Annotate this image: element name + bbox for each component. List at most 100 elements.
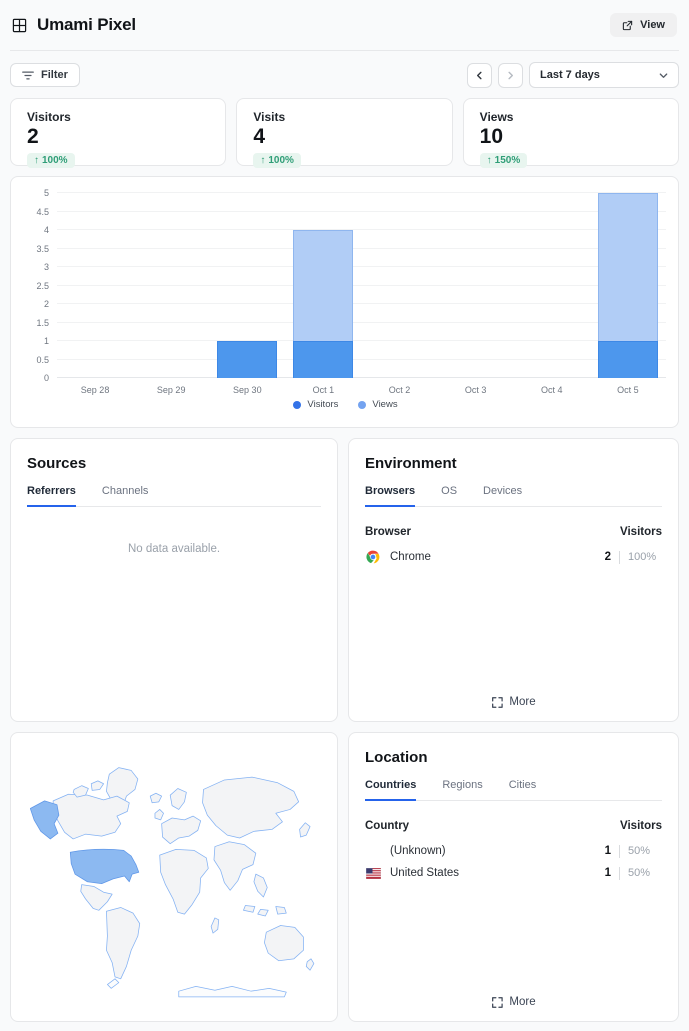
tab-cities[interactable]: Cities bbox=[508, 779, 537, 791]
icon-placeholder bbox=[365, 845, 381, 857]
x-axis-tick: Sep 30 bbox=[233, 385, 262, 395]
legend-item-views[interactable]: Views bbox=[358, 399, 398, 410]
gridline bbox=[57, 192, 666, 193]
gridline bbox=[57, 266, 666, 267]
tab-channels[interactable]: Channels bbox=[101, 485, 149, 497]
environment-more-button[interactable]: More bbox=[491, 696, 536, 708]
page-title: Umami Pixel bbox=[37, 15, 136, 34]
legend-item-visitors[interactable]: Visitors bbox=[293, 399, 338, 410]
y-axis-tick: 0 bbox=[43, 373, 49, 383]
x-axis-tick: Oct 1 bbox=[312, 385, 335, 395]
date-controls: Last 7 days bbox=[467, 62, 679, 88]
row-percent: 100% bbox=[628, 551, 657, 563]
filter-button[interactable]: Filter bbox=[10, 63, 80, 87]
location-more-button[interactable]: More bbox=[491, 996, 536, 1008]
row-percent: 50% bbox=[628, 867, 651, 879]
stats-row: Visitors 2 ↑ 100% Visits 4 ↑ 100% Views 10… bbox=[10, 98, 679, 169]
stat-label: Visitors bbox=[27, 110, 71, 124]
environment-tabs: Browsers OS Devices bbox=[365, 485, 662, 507]
sources-title: Sources bbox=[27, 455, 87, 472]
y-axis-tick: 3.5 bbox=[36, 243, 49, 254]
more-label: More bbox=[509, 696, 536, 708]
stat-change-badge: ↑ 100% bbox=[253, 153, 301, 169]
gridline bbox=[57, 229, 666, 230]
legend-label: Views bbox=[372, 399, 398, 410]
prev-period-button[interactable] bbox=[467, 62, 492, 88]
stat-label: Visits bbox=[253, 110, 286, 124]
table-header: Country Visitors bbox=[365, 820, 662, 832]
chevron-down-icon bbox=[659, 71, 668, 80]
arrow-up-icon: ↑ bbox=[34, 155, 39, 167]
divider bbox=[619, 844, 620, 858]
divider bbox=[619, 550, 620, 564]
name-column-header: Browser bbox=[365, 526, 412, 538]
stat-change-badge: ↑ 150% bbox=[479, 153, 528, 169]
table-header: Browser Visitors bbox=[365, 526, 662, 538]
environment-table: Browser Visitors Chrome 2 100% bbox=[365, 526, 662, 568]
tab-os[interactable]: OS bbox=[441, 485, 458, 497]
date-range-value: Last 7 days bbox=[540, 69, 600, 81]
gridline bbox=[57, 340, 666, 341]
view-button-label: View bbox=[640, 19, 665, 31]
bar-visitors-oct-5 bbox=[597, 341, 658, 378]
location-panel: Location Countries Regions Cities Country V… bbox=[348, 732, 679, 1022]
expand-icon bbox=[491, 996, 503, 1008]
arrow-up-icon: ↑ bbox=[486, 155, 492, 167]
bar-visitors-sep-30 bbox=[217, 341, 278, 378]
row-value: 1 bbox=[604, 867, 611, 879]
location-tabs: Countries Regions Cities bbox=[365, 779, 662, 801]
tab-devices[interactable]: Devices bbox=[483, 485, 523, 497]
stat-card-visits: Visits 4 ↑ 100% bbox=[236, 98, 453, 169]
divider bbox=[619, 866, 620, 880]
row-label: (Unknown) bbox=[390, 845, 446, 857]
next-period-button[interactable] bbox=[498, 62, 523, 88]
environment-panel: Environment Browsers OS Devices Browser Vis… bbox=[348, 438, 679, 722]
gridline bbox=[57, 247, 666, 249]
y-axis-tick: 2.5 bbox=[36, 280, 49, 291]
chart-x-axis: Sep 28 Sep 29 Sep 30 Oct 1 Oct 2 Oct 3 Oct 4 Oc… bbox=[57, 378, 666, 398]
table-row: (Unknown) 1 50% bbox=[365, 840, 662, 862]
y-axis-tick: 4 bbox=[43, 225, 49, 235]
gridline bbox=[57, 210, 666, 212]
x-axis-tick: Sep 28 bbox=[80, 385, 110, 395]
gridline bbox=[57, 303, 666, 304]
view-button[interactable]: View bbox=[610, 13, 677, 37]
x-axis-tick: Oct 3 bbox=[464, 385, 487, 395]
value-column-header: Visitors bbox=[620, 526, 662, 538]
world-map[interactable] bbox=[17, 739, 331, 1015]
location-title: Location bbox=[365, 749, 428, 766]
world-map-card bbox=[10, 732, 338, 1022]
x-axis-tick: Oct 2 bbox=[388, 385, 411, 395]
y-axis-tick: 4.5 bbox=[36, 206, 49, 217]
tab-countries[interactable]: Countries bbox=[365, 779, 417, 801]
header: Umami Pixel View bbox=[10, 0, 679, 51]
sources-tabs: Referrers Channels bbox=[27, 485, 321, 507]
legend-dot bbox=[358, 400, 367, 409]
bar-visitors-oct-1 bbox=[293, 341, 354, 378]
sources-panel: Sources Referrers Channels No data availa… bbox=[10, 438, 338, 722]
chart-plot: 0 0.5 1 1.5 2 2.5 3 3.5 4 4.5 5 bbox=[36, 188, 666, 383]
y-axis-tick: 5 bbox=[43, 188, 49, 198]
stat-change-badge: ↑ 100% bbox=[27, 153, 75, 169]
table-row: Chrome 2 100% bbox=[365, 546, 662, 568]
y-axis-tick: 3 bbox=[43, 262, 49, 272]
x-axis-tick: Sep 29 bbox=[156, 385, 186, 395]
stat-value: 10 bbox=[479, 125, 504, 148]
environment-title: Environment bbox=[365, 455, 457, 472]
expand-icon bbox=[491, 696, 503, 708]
us-flag-icon bbox=[365, 867, 381, 879]
gridline bbox=[57, 358, 666, 360]
row-value: 2 bbox=[604, 551, 611, 563]
traffic-chart-card: 0 0.5 1 1.5 2 2.5 3 3.5 4 4.5 5 Sep 28 Sep 29 Sep 30… bbox=[10, 176, 679, 428]
y-axis-tick: 1 bbox=[43, 336, 49, 346]
grid-icon bbox=[12, 18, 27, 33]
tab-regions[interactable]: Regions bbox=[442, 779, 483, 791]
more-label: More bbox=[509, 996, 536, 1008]
chrome-icon bbox=[365, 550, 381, 564]
location-table: Country Visitors (Unknown) 1 50% United State… bbox=[365, 820, 662, 884]
external-link-icon bbox=[622, 20, 633, 31]
date-range-select[interactable]: Last 7 days bbox=[529, 62, 679, 88]
tab-browsers[interactable]: Browsers bbox=[365, 485, 416, 507]
tab-referrers[interactable]: Referrers bbox=[27, 485, 76, 507]
stat-label: Views bbox=[479, 110, 514, 124]
